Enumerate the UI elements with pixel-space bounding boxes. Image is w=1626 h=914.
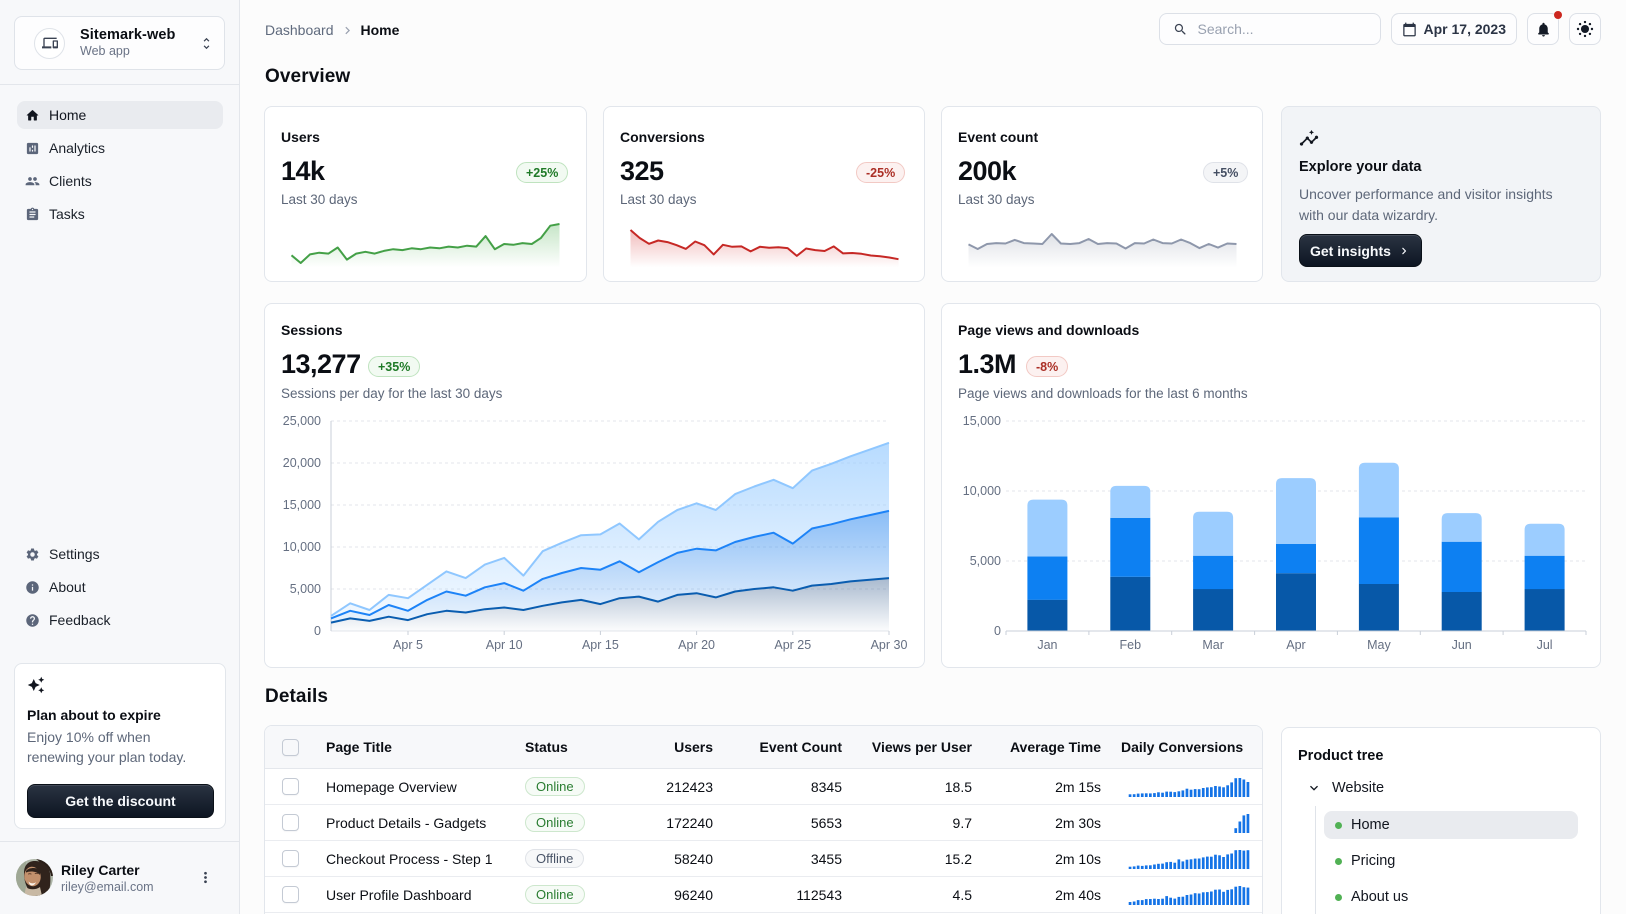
svg-text:Mar: Mar <box>1202 638 1224 652</box>
svg-text:Apr 10: Apr 10 <box>486 638 523 652</box>
svg-text:Jan: Jan <box>1037 638 1057 652</box>
svg-text:15,000: 15,000 <box>283 498 321 512</box>
svg-text:Apr 20: Apr 20 <box>678 638 715 652</box>
svg-text:Apr 15: Apr 15 <box>582 638 619 652</box>
svg-text:25,000: 25,000 <box>283 414 321 428</box>
svg-text:5,000: 5,000 <box>290 582 321 596</box>
svg-text:5,000: 5,000 <box>970 554 1001 568</box>
svg-text:May: May <box>1367 638 1391 652</box>
svg-text:20,000: 20,000 <box>283 456 321 470</box>
svg-text:10,000: 10,000 <box>963 484 1001 498</box>
svg-text:Jun: Jun <box>1452 638 1472 652</box>
svg-text:0: 0 <box>314 624 321 638</box>
svg-text:Jul: Jul <box>1537 638 1553 652</box>
svg-text:0: 0 <box>994 624 1001 638</box>
svg-text:Apr 25: Apr 25 <box>774 638 811 652</box>
svg-text:Apr 30: Apr 30 <box>871 638 908 652</box>
svg-text:10,000: 10,000 <box>283 540 321 554</box>
svg-text:Apr 5: Apr 5 <box>393 638 423 652</box>
svg-text:15,000: 15,000 <box>963 414 1001 428</box>
svg-text:Apr: Apr <box>1286 638 1305 652</box>
svg-text:Feb: Feb <box>1120 638 1142 652</box>
